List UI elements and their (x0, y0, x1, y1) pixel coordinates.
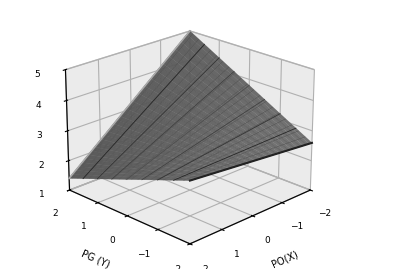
X-axis label: PO(X): PO(X) (269, 249, 299, 269)
Y-axis label: PG (Y): PG (Y) (79, 249, 111, 269)
